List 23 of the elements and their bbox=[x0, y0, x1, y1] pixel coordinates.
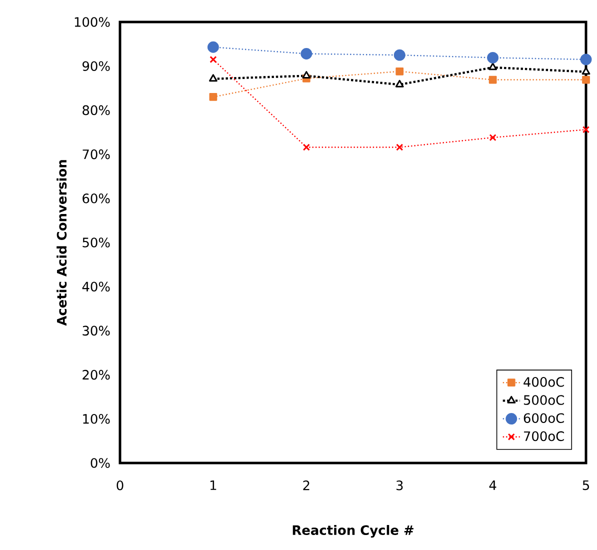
y-tick-label: 100% bbox=[74, 17, 110, 27]
legend-label: 700oC bbox=[524, 431, 564, 442]
y-tick-label: 10% bbox=[83, 414, 110, 424]
y-tick-label: 80% bbox=[82, 105, 110, 116]
y-tick-label: 90% bbox=[82, 61, 110, 71]
y-tick-label: 0% bbox=[90, 458, 110, 468]
x-tick-label: 4 bbox=[489, 480, 496, 490]
x-tick-label: 1 bbox=[210, 480, 216, 490]
legend-label: 400oC bbox=[524, 377, 564, 387]
y-tick-label: 50% bbox=[82, 238, 110, 248]
y-axis-title: Acetic Acid Conversion bbox=[56, 160, 67, 326]
y-tick-label: 70% bbox=[82, 149, 110, 160]
y-tick-label: 20% bbox=[82, 370, 110, 380]
x-tick-label: 2 bbox=[303, 480, 310, 490]
y-tick-label: 40% bbox=[82, 282, 110, 292]
x-tick-label: 0 bbox=[116, 480, 124, 490]
legend-label: 500oC bbox=[524, 395, 564, 405]
legend-label: 600oC bbox=[524, 413, 564, 424]
x-tick-label: 3 bbox=[396, 480, 403, 490]
y-tick-label: 30% bbox=[82, 326, 110, 336]
x-axis-title: Reaction Cycle # bbox=[292, 524, 414, 538]
x-tick-label: 5 bbox=[582, 480, 589, 490]
y-tick-label: 60% bbox=[82, 194, 110, 204]
